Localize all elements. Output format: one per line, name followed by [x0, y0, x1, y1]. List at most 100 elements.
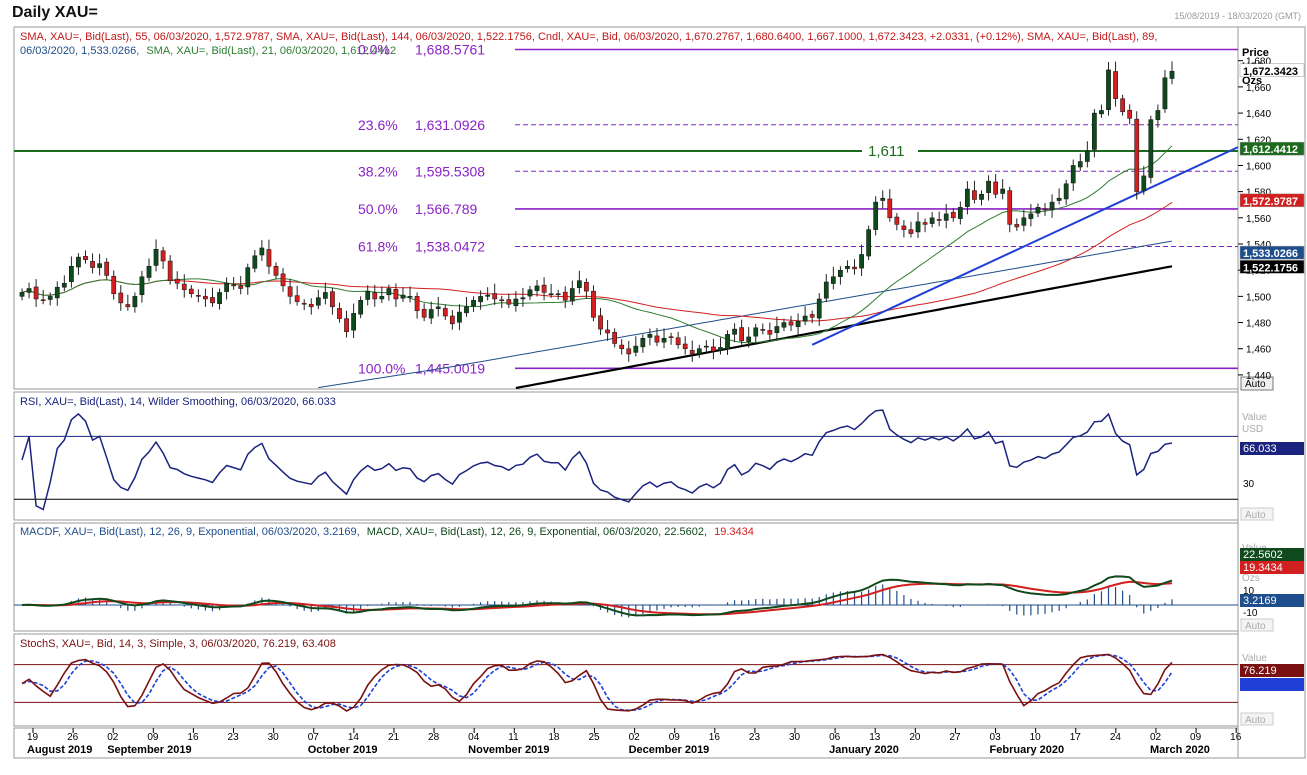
candle	[859, 254, 864, 269]
candle	[696, 348, 702, 355]
candle	[358, 300, 364, 315]
rsi-value-badge	[1240, 442, 1304, 455]
candle	[725, 334, 730, 350]
candle	[915, 221, 921, 233]
x-day-label: 20	[909, 732, 921, 743]
candle	[146, 266, 152, 278]
candle	[1007, 190, 1013, 225]
candle	[513, 298, 519, 307]
candle	[181, 283, 187, 291]
candle	[569, 288, 575, 302]
x-day-label: 11	[508, 732, 519, 743]
rsi-tick-30: 30	[1243, 479, 1255, 490]
candle	[633, 345, 639, 353]
candle	[421, 308, 427, 318]
candle	[499, 299, 505, 302]
y-axis-frame	[1237, 26, 1306, 759]
stoch-auto-button[interactable]	[1240, 712, 1274, 726]
candle	[19, 292, 25, 297]
fib-value-label: 1,595.5308	[415, 163, 485, 179]
candle	[252, 255, 258, 269]
x-day-label: 02	[107, 732, 119, 743]
candle	[414, 296, 420, 312]
legend-sma89: 06/03/2020, 1,533.0266,	[20, 45, 139, 57]
candle	[457, 311, 462, 323]
macd-auto-button[interactable]	[1240, 618, 1274, 632]
candle	[111, 275, 117, 294]
candle	[548, 293, 554, 295]
x-day-label: 14	[348, 732, 360, 743]
candle	[1127, 109, 1133, 119]
candle	[739, 327, 744, 342]
stoch-d-line	[21, 654, 1173, 712]
candle	[217, 292, 222, 304]
candle	[753, 327, 759, 337]
candle	[379, 296, 385, 300]
price-tick-label: 1,660	[1246, 83, 1271, 94]
candle	[838, 269, 843, 277]
candle	[1042, 208, 1048, 211]
stoch-auto-button-label: Auto	[1245, 715, 1266, 726]
candle	[845, 266, 850, 269]
stoch-k-badge-text: 76.219	[1243, 665, 1277, 677]
candle	[224, 283, 229, 292]
price-tick-label: 1,600	[1246, 161, 1271, 172]
price-badge-text: 1,522.1756	[1243, 262, 1298, 274]
x-day-label: 04	[468, 732, 480, 743]
candle	[450, 315, 455, 325]
candle	[26, 288, 32, 293]
candle	[294, 295, 300, 302]
candle	[866, 229, 871, 257]
price-badge	[1239, 193, 1305, 208]
x-day-label: 02	[1150, 732, 1162, 743]
signal-value-badge	[1240, 561, 1304, 574]
x-day-label: 16	[709, 732, 721, 743]
fib-value-label: 1,566.789	[415, 201, 477, 217]
price-tick-label: 1,440	[1246, 371, 1271, 382]
candle	[816, 298, 822, 319]
candle	[287, 286, 293, 297]
candle	[365, 290, 371, 300]
fib-percent-label: 50.0%	[358, 201, 398, 217]
rsi-legend: RSI, XAU=, Bid(Last), 14, Wilder Smoothi…	[20, 396, 336, 408]
uptrend-line	[811, 146, 1239, 346]
candle	[527, 289, 533, 297]
candle	[718, 347, 723, 351]
candle	[139, 276, 145, 296]
candle	[887, 198, 893, 219]
candle	[534, 285, 540, 291]
candle	[1141, 175, 1147, 192]
price-axis-units-ozs: Ozs	[1242, 75, 1262, 87]
sma89-line	[318, 240, 1173, 389]
candle	[308, 303, 314, 308]
macd-tick-10: 10	[1243, 586, 1255, 597]
candle	[245, 267, 251, 288]
x-day-label: 24	[1110, 732, 1122, 743]
candle	[90, 261, 95, 268]
candle	[711, 346, 716, 352]
x-day-label: 21	[388, 732, 400, 743]
main-legend-line2: 06/03/2020, 1,533.0266, SMA, XAU=, Bid(L…	[20, 45, 396, 57]
rsi-value-badge-text: 66.033	[1243, 443, 1277, 455]
rsi-auto-button[interactable]	[1240, 507, 1274, 521]
x-month-label: March 2020	[1150, 744, 1210, 756]
x-day-label: 07	[308, 732, 320, 743]
candle	[682, 343, 688, 349]
candle	[33, 286, 39, 300]
chart-title: Daily XAU=	[12, 4, 98, 21]
candle	[1077, 161, 1083, 168]
candle	[428, 309, 434, 319]
candle	[464, 306, 469, 314]
main-legend-line1: SMA, XAU=, Bid(Last), 55, 06/03/2020, 1,…	[20, 31, 1157, 43]
candle	[1049, 201, 1055, 211]
candle	[83, 256, 88, 260]
candle	[506, 299, 512, 305]
main-auto-button[interactable]	[1240, 376, 1274, 391]
candle	[400, 294, 406, 299]
candle	[97, 263, 102, 268]
candle	[492, 293, 498, 300]
candle	[894, 216, 900, 225]
price-badge-text: 1,672.3423	[1243, 66, 1298, 78]
candle	[647, 334, 653, 338]
